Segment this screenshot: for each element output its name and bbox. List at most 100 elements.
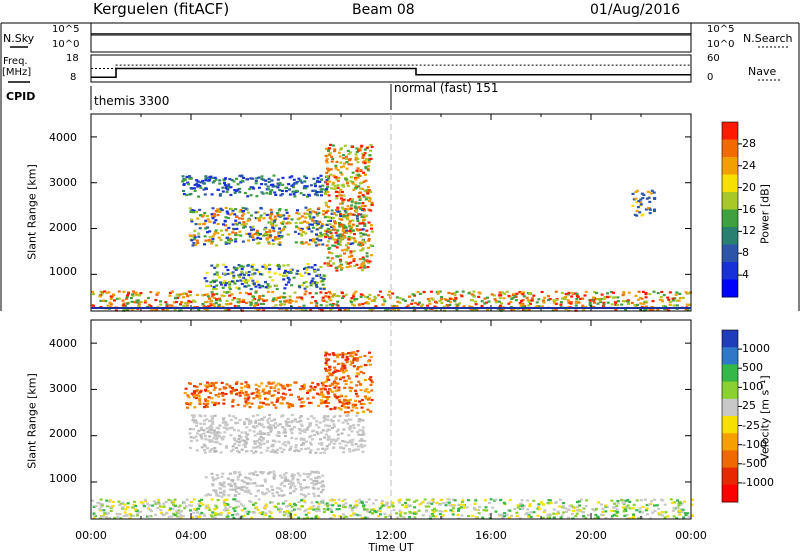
echo-cell: [262, 388, 266, 391]
echo-cell: [621, 499, 625, 502]
echo-cell: [127, 292, 130, 295]
echo-cell: [308, 292, 312, 295]
echo-cell: [326, 401, 330, 405]
echo-cell: [210, 401, 214, 404]
echo-cell: [669, 498, 673, 501]
echo-cell: [226, 212, 230, 215]
echo-cell: [263, 228, 267, 231]
echo-cell: [265, 213, 269, 217]
echo-cell: [321, 296, 325, 299]
echo-cell: [252, 446, 256, 449]
echo-cell: [245, 426, 249, 429]
echo-cell: [302, 438, 306, 442]
echo-cell: [639, 201, 643, 204]
echo-cell: [426, 304, 430, 307]
echo-cell: [421, 501, 425, 504]
echo-cell: [195, 422, 199, 425]
echo-cell: [365, 388, 369, 391]
echo-cell: [243, 225, 247, 228]
echo-cell: [237, 287, 241, 290]
velocity-echo-layer: [91, 350, 694, 520]
echo-cell: [232, 437, 236, 440]
echo-cell: [438, 513, 442, 516]
echo-cell: [636, 298, 640, 301]
echo-cell: [159, 303, 163, 306]
echo-cell: [473, 508, 477, 511]
echo-cell: [455, 290, 459, 293]
echo-cell: [299, 423, 303, 426]
echo-cell: [194, 435, 198, 438]
echo-cell: [333, 222, 337, 225]
echo-cell: [211, 476, 215, 479]
echo-cell: [348, 265, 352, 268]
echo-cell: [340, 432, 344, 435]
echo-cell: [333, 370, 337, 373]
echo-cell: [653, 208, 656, 211]
echo-cell: [299, 192, 303, 195]
echo-cell: [312, 479, 316, 482]
echo-cell: [315, 302, 319, 305]
echo-cell: [314, 220, 318, 223]
echo-cell: [306, 426, 310, 429]
echo-cell: [268, 268, 272, 271]
echo-cell: [432, 510, 436, 514]
echo-cell: [472, 290, 476, 293]
echo-cell: [205, 405, 209, 408]
echo-cell: [426, 502, 430, 505]
echo-cell: [162, 505, 166, 508]
echo-cell: [204, 398, 207, 401]
echo-cell: [284, 300, 288, 303]
echo-cell: [230, 178, 234, 182]
echo-cell: [319, 291, 323, 294]
echo-cell: [344, 261, 348, 264]
echo-cell: [306, 473, 309, 476]
echo-cell: [184, 387, 188, 390]
echo-cell: [265, 488, 269, 491]
echo-cell: [256, 432, 260, 435]
echo-cell: [349, 418, 353, 421]
echo-cell: [304, 206, 308, 209]
echo-cell: [349, 504, 353, 507]
echo-cell: [268, 229, 272, 232]
echo-cell: [335, 246, 339, 249]
echo-cell: [325, 445, 329, 448]
echo-cell: [535, 301, 539, 304]
echo-cell: [283, 429, 287, 432]
nave-tick-bottom: 0: [707, 72, 714, 83]
echo-cell: [280, 476, 284, 479]
echo-cell: [193, 237, 196, 240]
echo-cell: [432, 507, 436, 510]
echo-cell: [221, 391, 224, 395]
echo-cell: [117, 297, 121, 300]
echo-cell: [515, 292, 519, 295]
echo-cell: [588, 303, 592, 306]
echo-cell: [448, 297, 452, 300]
echo-cell: [280, 229, 284, 232]
echo-cell: [536, 506, 540, 509]
echo-cell: [666, 296, 670, 299]
echo-cell: [352, 257, 356, 261]
echo-cell: [671, 501, 675, 504]
echo-cell: [597, 501, 600, 504]
echo-cell: [349, 207, 353, 210]
echo-cell: [302, 493, 306, 496]
echo-cell: [622, 510, 626, 513]
echo-cell: [175, 509, 179, 512]
echo-cell: [286, 217, 290, 220]
echo-cell: [284, 499, 288, 503]
echo-cell: [236, 478, 240, 481]
echo-cell: [588, 301, 592, 304]
echo-cell: [320, 233, 324, 237]
echo-cell: [333, 381, 337, 384]
echo-cell: [256, 211, 260, 214]
echo-cell: [312, 492, 316, 495]
echo-cell: [99, 299, 103, 302]
echo-cell: [316, 176, 320, 180]
echo-cell: [194, 397, 198, 400]
echo-cell: [359, 169, 363, 172]
echo-cell: [236, 234, 240, 237]
echo-cell: [216, 213, 220, 217]
echo-cell: [353, 264, 357, 268]
xtick-0000: 00:00: [75, 529, 107, 542]
echo-cell: [244, 489, 248, 492]
